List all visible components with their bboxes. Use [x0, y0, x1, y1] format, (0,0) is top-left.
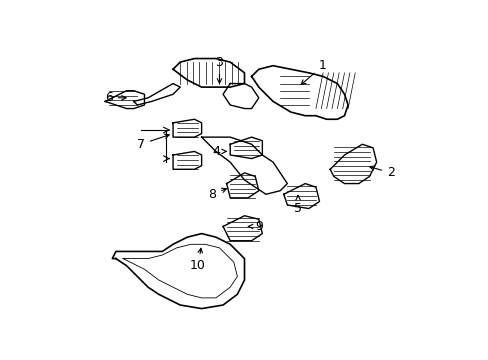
Polygon shape [226, 173, 258, 198]
Text: 8: 8 [208, 188, 226, 201]
Polygon shape [201, 137, 287, 194]
Polygon shape [230, 137, 262, 158]
Text: 4: 4 [212, 145, 226, 158]
Polygon shape [173, 59, 244, 87]
Text: 5: 5 [293, 195, 302, 215]
Polygon shape [223, 216, 262, 241]
Text: 6: 6 [104, 91, 126, 104]
Polygon shape [105, 91, 144, 109]
Polygon shape [223, 84, 258, 109]
Text: 3: 3 [215, 55, 223, 83]
Polygon shape [283, 184, 319, 208]
Polygon shape [251, 66, 347, 119]
Polygon shape [329, 144, 376, 184]
Text: 9: 9 [248, 220, 262, 233]
Text: 7: 7 [137, 134, 169, 151]
Text: 2: 2 [369, 166, 394, 179]
Polygon shape [112, 234, 244, 309]
Text: 10: 10 [190, 248, 205, 272]
Polygon shape [134, 84, 180, 105]
Text: 1: 1 [301, 59, 326, 85]
Polygon shape [173, 119, 201, 137]
Polygon shape [173, 152, 201, 169]
